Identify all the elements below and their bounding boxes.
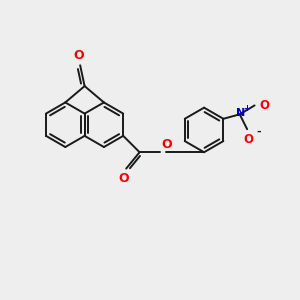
Text: O: O	[259, 99, 269, 112]
Text: O: O	[243, 133, 253, 146]
Text: O: O	[74, 49, 84, 62]
Text: +: +	[243, 104, 250, 113]
Text: -: -	[256, 127, 261, 137]
Text: N: N	[236, 108, 245, 118]
Text: O: O	[118, 172, 129, 185]
Text: O: O	[162, 138, 172, 151]
